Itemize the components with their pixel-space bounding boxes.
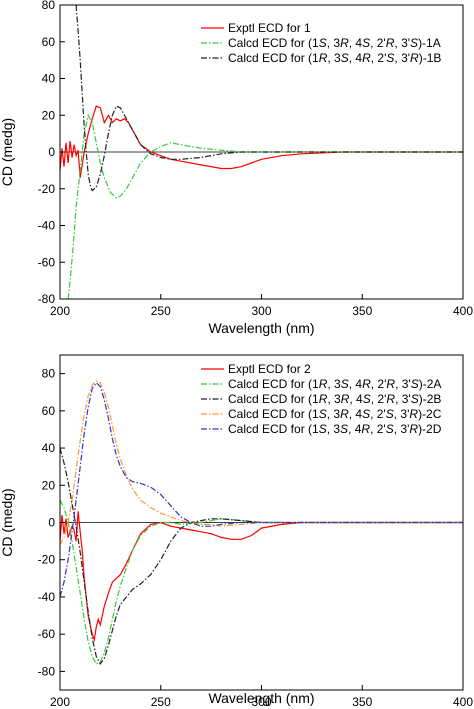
y-tick-label: 60 [42,35,56,49]
legend-entry-2: Calcd ECD for (1S, 3R, 4S, 2'R, 3'S)-1A [228,36,441,50]
legend-entry-3: Calcd ECD for (1R, 3R, 4S, 2'R, 3'S)-2B [228,392,441,406]
x-tick-label: 300 [251,304,271,318]
legend-entry-4: Calcd ECD for (1S, 3R, 4S, 2'S, 3'R)-2C [228,407,442,421]
x-tick-label: 200 [50,304,70,318]
chart-panel-2: 200 250 300 350 400 -80 -60 -40 -20 0 20 40 60 80 Wave… [0,354,473,709]
legend-entry-5: Calcd ECD for (1S, 3S, 4R, 2'S, 3'R)-2D [228,422,442,436]
y-tick-label: -60 [38,255,56,269]
x-tick-label: 400 [453,695,473,709]
x-tick-label: 350 [352,695,372,709]
y-tick-label: -80 [38,664,56,678]
x-axis-title: Wavelength (nm) [208,320,314,336]
series-line-5 [60,382,463,598]
y-tick-label: 0 [48,516,55,530]
chart-panel-1: 200 250 300 350 400 -80 -60 -40 -20 0 20 40 60 80 Wave… [0,0,473,336]
y-tick-label: -80 [38,292,56,306]
y-tick-label: 80 [42,0,56,12]
y-tick-label: -60 [38,627,56,641]
series-line-2 [67,113,463,299]
y-tick-label: 80 [42,367,56,381]
series-line-1 [60,105,463,178]
y-tick-label: 20 [42,478,56,492]
y-tick-label: -20 [38,553,56,567]
series-line-3 [60,447,463,666]
y-tick-label: -40 [38,590,56,604]
series-line-4 [60,380,463,546]
x-tick-label: 250 [151,695,171,709]
legend-entry-1: Exptl ECD for 1 [228,21,311,35]
x-tick-label: 250 [151,304,171,318]
legend-entry-2: Calcd ECD for (1R, 3S, 4R, 2'R, 3'S)-2A [228,377,441,391]
y-axis-title: CD (medg) [0,118,15,186]
x-tick-label: 400 [453,304,473,318]
y-tick-label: -40 [38,219,56,233]
x-tick-label: 350 [352,304,372,318]
legend-entry-1: Exptl ECD for 2 [228,362,311,376]
series-line-3 [75,5,463,192]
legend-entry-3: Calcd ECD for (1R, 3S, 4R, 2'S, 3'R)-1B [228,51,441,65]
x-tick-label: 200 [50,695,70,709]
y-axis-title: CD (medg) [0,488,15,556]
y-tick-label: 20 [42,108,56,122]
x-tick-label: 300 [251,695,271,709]
y-tick-label: -20 [38,182,56,196]
y-tick-label: 40 [42,441,56,455]
x-axis-title: Wavelength (nm) [208,690,314,706]
y-tick-label: 0 [48,145,55,159]
series-line-2 [60,499,463,665]
y-tick-label: 40 [42,72,56,86]
y-tick-label: 60 [42,404,56,418]
series-line-1 [60,511,463,643]
